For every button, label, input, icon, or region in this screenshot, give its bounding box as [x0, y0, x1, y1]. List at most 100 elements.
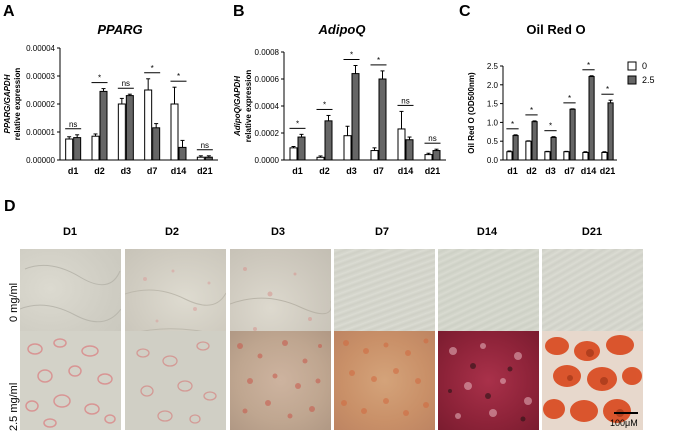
bar-treated-d21	[607, 102, 614, 161]
row-label-control: 0 mg/ml	[8, 282, 20, 322]
bar-treated-d14	[588, 76, 595, 161]
significance-label: ns	[201, 141, 209, 150]
legend-swatch-treated	[627, 75, 637, 85]
microscopy-panel: D D1 D2 D3 D7 D14 D21 0 mg/ml 2.5 mg/ml …	[0, 196, 685, 431]
y-axis-label-c: Oil Red O (OD500nm)	[467, 72, 476, 154]
panel-letter-d: D	[4, 198, 16, 215]
significance-label: *	[98, 74, 101, 83]
bar-control-d3	[343, 135, 352, 161]
x-tick-label-d14: d14	[581, 166, 597, 176]
bar-treated-d1	[297, 136, 306, 161]
significance-label: ns	[401, 96, 409, 105]
x-tick-label-d7: d7	[147, 166, 158, 176]
micrograph-d7-treated	[334, 331, 435, 430]
y-axis-label-line2-b: relative expression	[244, 70, 253, 143]
x-tick-label-d14: d14	[171, 166, 187, 176]
row-label-treated: 2.5 mg/ml	[8, 382, 20, 431]
significance-label: *	[606, 85, 609, 94]
x-tick-label-d1: d1	[68, 166, 79, 176]
significance-label: ns	[428, 134, 436, 143]
bar-treated-d3	[550, 136, 557, 161]
micrograph-d2-treated	[125, 331, 226, 430]
y-tick-label: 0.0000	[255, 156, 280, 165]
bar-treated-d7	[569, 108, 576, 161]
bar-control-d1	[65, 138, 74, 161]
pparg-chart: PPARG PPARG/GAPDH relative expression 0.000…	[3, 22, 218, 176]
y-tick-label: 2.5	[487, 62, 499, 71]
bar-treated-d21	[432, 150, 441, 161]
panel-letter-c: C	[459, 3, 471, 20]
micrograph-d3-treated	[230, 331, 331, 430]
bar-control-d2	[91, 135, 100, 161]
chart-title-b: AdipoQ	[318, 22, 366, 37]
significance-label: ns	[69, 120, 77, 129]
micrograph-d21-treated	[542, 331, 643, 430]
bar-control-d1	[289, 147, 298, 161]
significance-label: *	[177, 72, 180, 81]
legend-swatch-control	[627, 61, 637, 71]
x-tick-label-d3: d3	[545, 166, 556, 176]
bar-control-d7	[563, 151, 570, 161]
x-tick-label-d14: d14	[398, 166, 414, 176]
significance-label: *	[568, 94, 571, 103]
x-tick-label-d21: d21	[425, 166, 441, 176]
y-tick-label: 0.00000	[26, 156, 55, 165]
x-tick-label-d3: d3	[121, 166, 132, 176]
significance-label: *	[549, 122, 552, 131]
x-tick-label-d2: d2	[94, 166, 105, 176]
y-axis-label-b: AdipoQ/GAPDH	[233, 76, 242, 137]
bar-control-d1	[506, 151, 513, 161]
col-label-d1: D1	[62, 226, 78, 238]
bar-treated-d2	[99, 90, 108, 161]
y-tick-label: 1.0	[487, 118, 499, 127]
bar-control-d21	[196, 156, 205, 161]
bar-control-d7	[370, 150, 379, 161]
significance-label: *	[377, 56, 380, 65]
col-label-d2: D2	[164, 226, 180, 238]
scale-bar-label: 100μM	[610, 418, 638, 428]
bar-treated-d2	[324, 120, 333, 161]
bar-control-d7	[144, 89, 153, 161]
significance-label: *	[350, 51, 353, 60]
bar-treated-d7	[378, 78, 387, 161]
bar-control-d3	[544, 151, 551, 161]
significance-label: *	[530, 106, 533, 115]
y-tick-label: 0.0004	[255, 102, 280, 111]
chart-title-a: PPARG	[97, 22, 142, 37]
x-tick-label-d7: d7	[373, 166, 384, 176]
col-label-d3: D3	[270, 226, 286, 238]
significance-label: *	[151, 64, 154, 73]
bar-control-d14	[582, 151, 589, 161]
y-tick-label: 0.00002	[26, 100, 55, 109]
panel-letter-a: A	[3, 3, 15, 20]
bar-treated-d3	[351, 73, 360, 161]
y-tick-label: 0.5	[487, 137, 499, 146]
bar-control-d3	[117, 103, 126, 161]
bar-treated-d14	[178, 146, 187, 161]
bar-treated-d14	[405, 139, 414, 161]
bar-treated-d1	[73, 137, 82, 161]
y-axis-label-a: PPARG/GAPDH	[3, 74, 12, 133]
bar-treated-d7	[152, 127, 161, 161]
legend-label-control: 0	[642, 61, 647, 71]
y-tick-label: 0.0006	[255, 75, 280, 84]
bar-control-d21	[424, 154, 433, 161]
y-tick-label: 2.0	[487, 81, 499, 90]
significance-label: ns	[122, 79, 130, 88]
y-tick-label: 0.00004	[26, 44, 55, 53]
x-tick-label-d21: d21	[197, 166, 213, 176]
bar-control-d2	[316, 156, 325, 161]
y-tick-label: 0.0	[487, 156, 499, 165]
x-tick-label-d1: d1	[507, 166, 518, 176]
legend-label-treated: 2.5	[642, 75, 655, 85]
bar-control-d14	[170, 103, 179, 161]
chart-title-c: Oil Red O	[526, 22, 585, 37]
significance-label: *	[323, 100, 326, 109]
y-tick-label: 0.00001	[26, 128, 55, 137]
chart-legend: 0 2.5	[627, 61, 655, 85]
significance-label: *	[511, 120, 514, 129]
bar-treated-d21	[204, 156, 213, 161]
significance-label: *	[296, 119, 299, 128]
